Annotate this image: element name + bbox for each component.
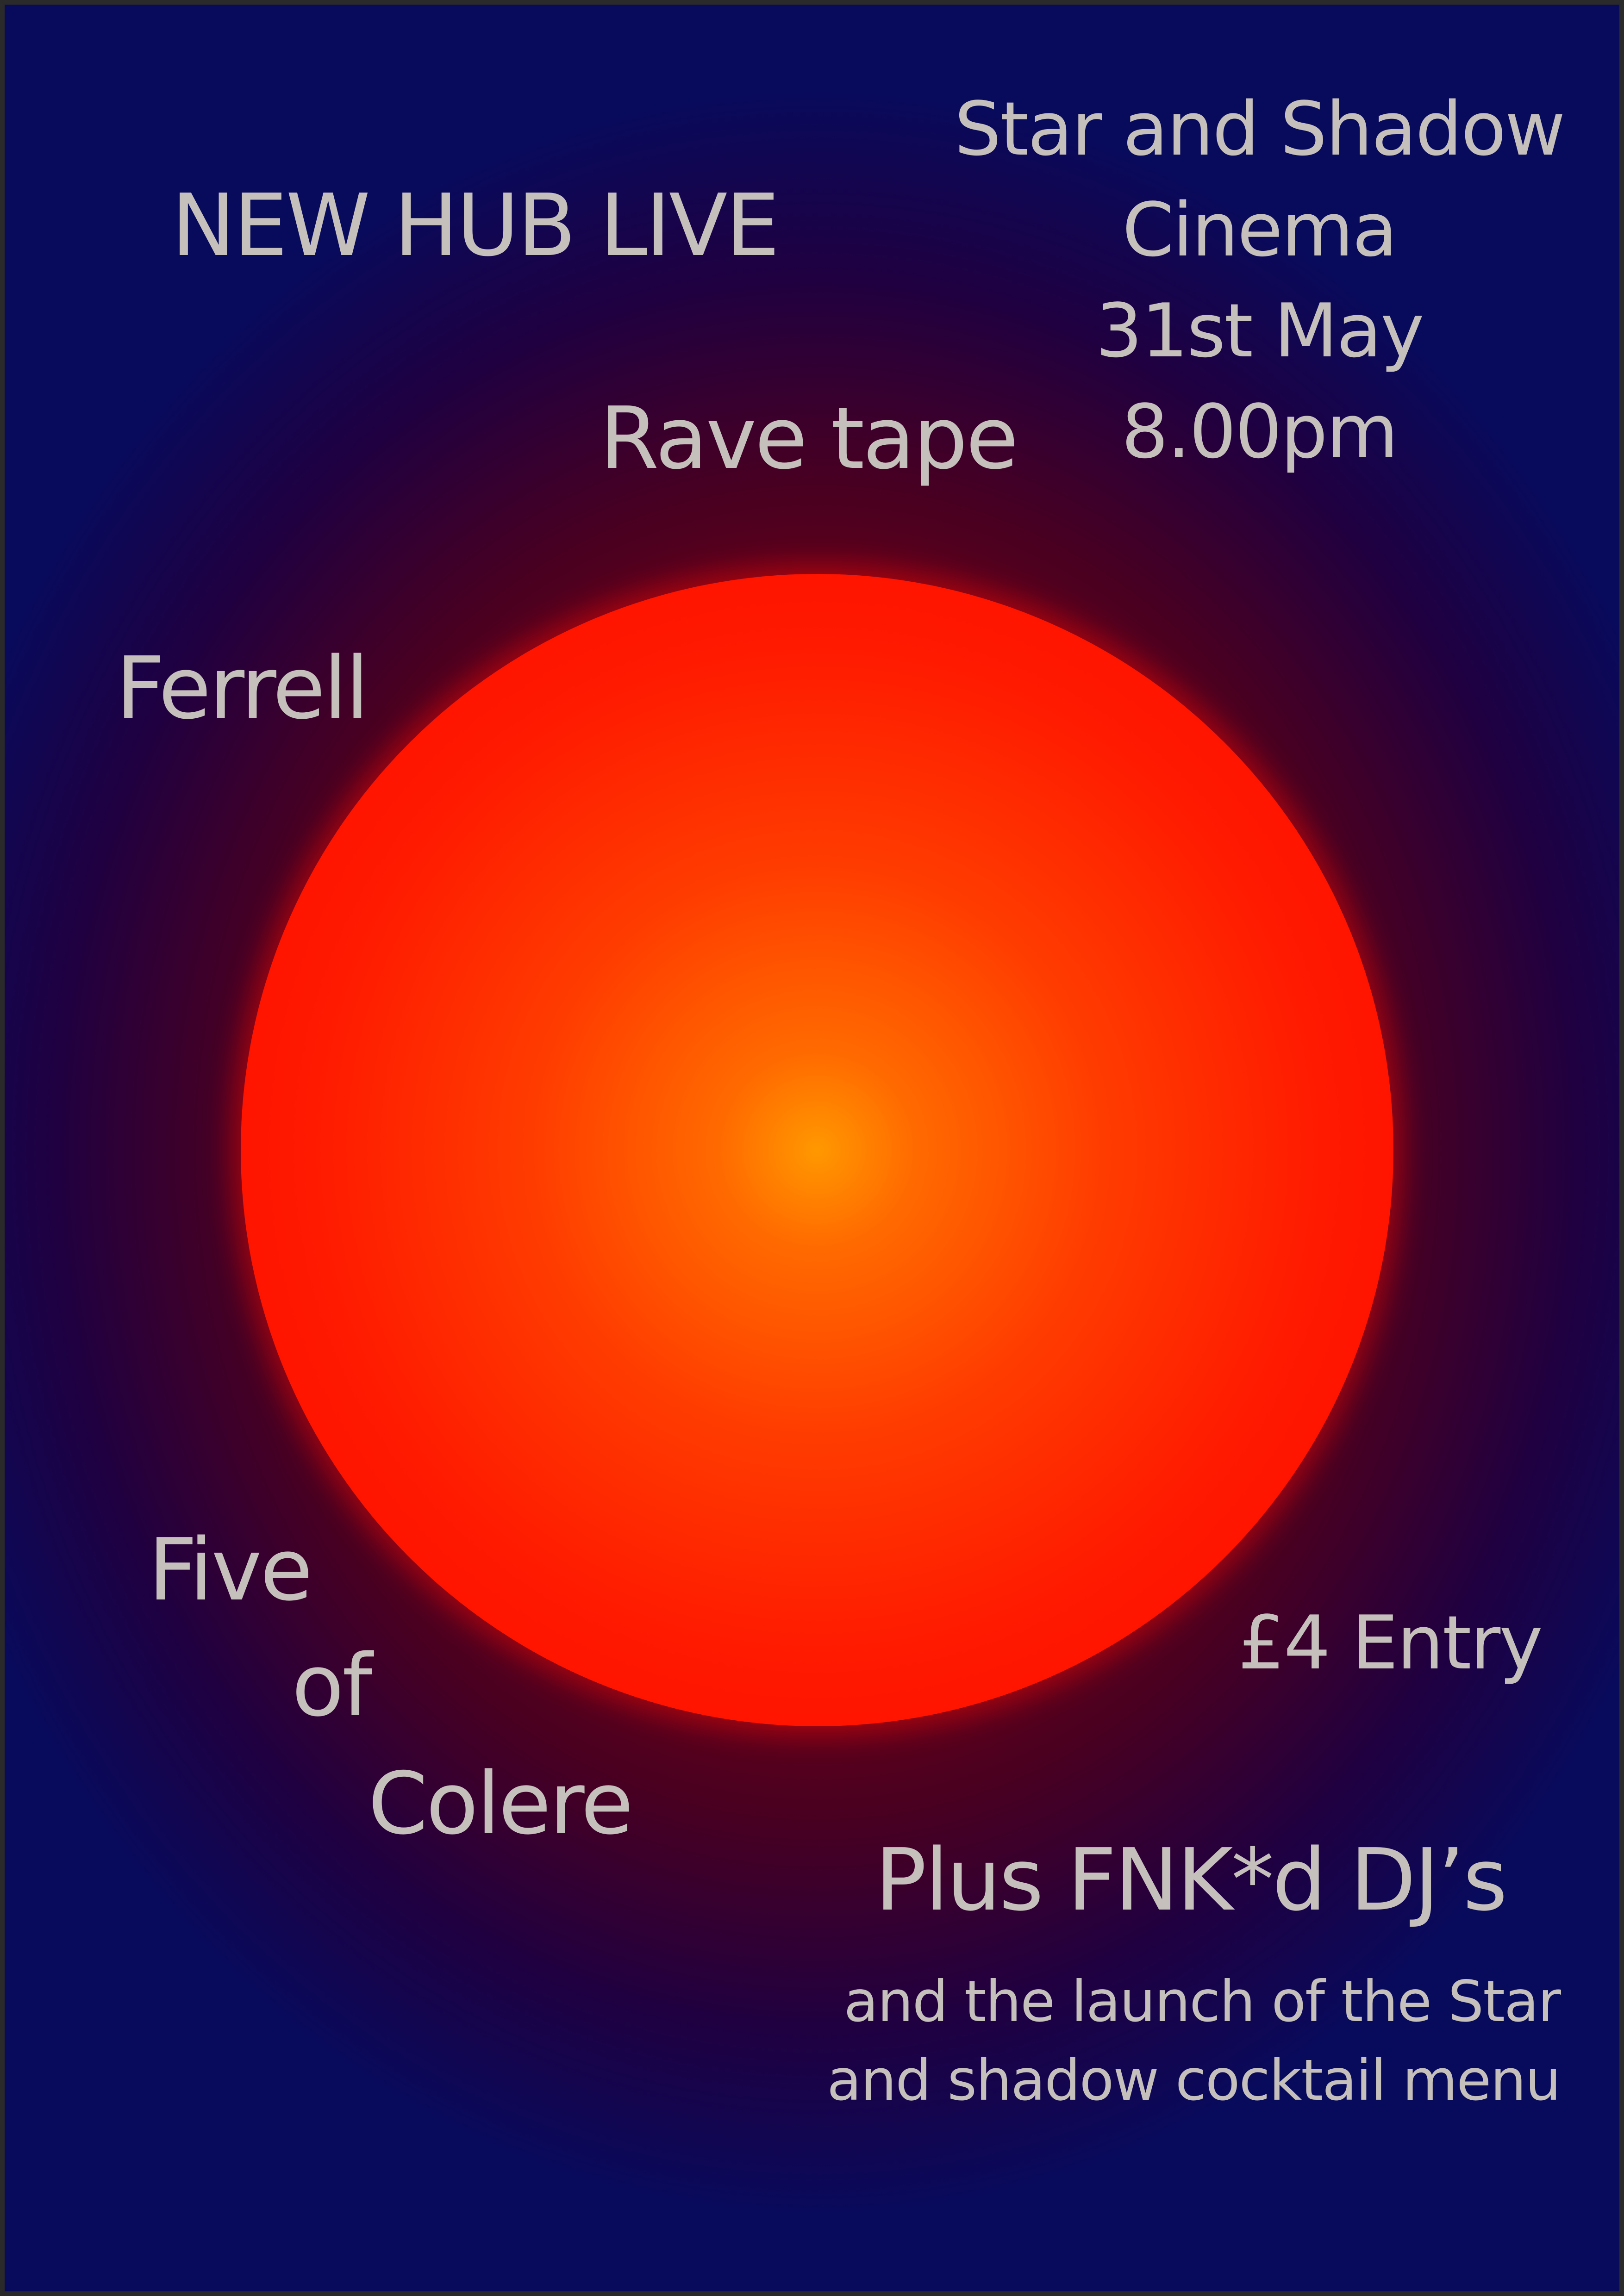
- glowing-sun-graphic: [241, 574, 1393, 1726]
- venue-line: Cinema: [1122, 187, 1398, 273]
- act-five-of-colere-line: Five: [148, 1520, 313, 1620]
- plus-djs: Plus FNK*d DJ’s: [875, 1830, 1507, 1930]
- venue-date-block: Star and Shadow Cinema 31st May 8.00pm: [944, 79, 1574, 482]
- launch-line: and the launch of the Star: [843, 1969, 1561, 2035]
- act-five-of-colere-line: of: [292, 1636, 372, 1736]
- cocktail-launch-note: and the launch of the Star and shadow co…: [801, 1962, 1561, 2120]
- act-rave-tape: Rave tape: [600, 388, 1018, 488]
- act-ferrell: Ferrell: [116, 638, 369, 738]
- launch-line: and shadow cocktail menu: [827, 2047, 1561, 2113]
- time-line: 8.00pm: [1121, 388, 1399, 475]
- poster-title: NEW HUB LIVE: [171, 175, 780, 275]
- act-five-of-colere-line: Colere: [368, 1754, 633, 1854]
- date-line: 31st May: [1095, 287, 1424, 374]
- venue-line: Star and Shadow: [954, 86, 1565, 172]
- entry-price: £4 Entry: [1237, 1599, 1543, 1686]
